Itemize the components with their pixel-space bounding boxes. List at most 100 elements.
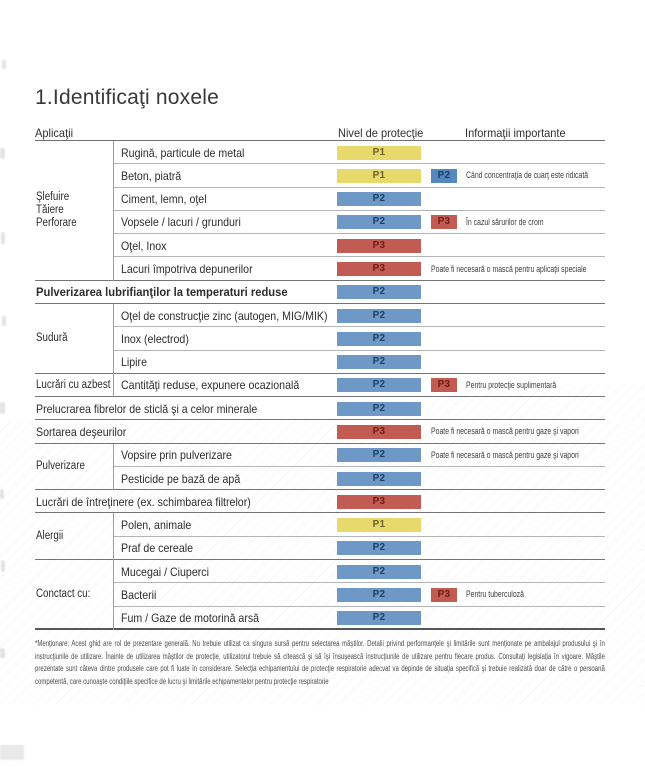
row-note: Când concentraţia de cuarţ este ridicată [466, 170, 589, 182]
protection-badge-p1: P1 [337, 518, 421, 533]
protection-cell: P3 Poate fi necesară o mască pentru gaze … [337, 420, 636, 443]
protection-badge-p3: P3 [431, 587, 457, 602]
protection-badge-p3: P3 [337, 262, 421, 277]
group-divider [113, 373, 114, 398]
row-label: Vopsire prin pulverizare [121, 448, 232, 463]
row-note: Poate fi necesară o mască pentru gaze şi… [431, 426, 579, 438]
scan-artifact [1, 232, 5, 244]
protection-cell: P2 [337, 281, 431, 304]
protection-cell: P3 [337, 234, 431, 257]
table-row: Inox (electrod) P2 [35, 327, 605, 351]
protection-cell: P2 P3 Pentru tuberculoză [337, 583, 547, 606]
footer: *Menţionare: Acest ghid are rol de preze… [35, 637, 645, 687]
row-separator [35, 279, 605, 281]
protection-badge-p2: P2 [337, 355, 421, 370]
page-title: 1.Identificaţi noxele [35, 86, 219, 109]
row-separator [113, 582, 605, 584]
protection-cell: P2 P3 Pentru protecţie suplimentară [337, 374, 591, 397]
group-divider [113, 513, 114, 561]
group-divider [113, 560, 114, 630]
group-divider [113, 141, 114, 281]
scan-artifact [2, 316, 6, 326]
scan-artifact [0, 148, 5, 159]
row-label: Polen, animale [121, 518, 192, 533]
protection-badge-p3: P3 [337, 238, 421, 253]
protection-cell: P2 [337, 304, 431, 327]
group-label: Lucrări cu azbest [36, 378, 111, 391]
protection-badge-p2: P2 [337, 611, 421, 626]
row-label: Rugină, particule de metal [121, 145, 245, 160]
row-separator [35, 559, 605, 561]
table-row: Pesticide pe bază de apă P2 [35, 467, 605, 491]
protection-badge-p2: P2 [337, 215, 421, 230]
scan-artifact [1, 560, 5, 572]
table-row: Fum / Gaze de motorină arsă P2 [35, 607, 605, 630]
row-label: Vopsele / lacuri / grunduri [121, 215, 241, 230]
row-note: Poate fi necesară o mască pentru aplicaţ… [431, 263, 587, 275]
row-separator [113, 605, 605, 607]
footer-disclaimer: *Menţionare: Acest ghid are rol de preze… [35, 638, 605, 686]
row-label: Inox (electrod) [121, 331, 189, 346]
table-row: Oţel de construcţie zinc (autogen, MIG/M… [35, 304, 605, 328]
row-label: Mucegai / Ciuperci [121, 564, 209, 579]
row-label: Pesticide pe bază de apă [121, 471, 241, 486]
protection-cell: P2 [337, 397, 431, 420]
table-row: Polen, animale P1 [35, 513, 605, 537]
protection-badge-p3: P3 [337, 424, 421, 439]
row-label: Cantităţi reduse, expunere ocazională [121, 378, 300, 393]
row-separator [35, 442, 605, 444]
scan-artifact [0, 402, 5, 414]
scan-artifact [0, 745, 24, 760]
row-label: Ciment, lemn, oţel [121, 192, 207, 207]
row-label: Lacuri împotriva depunerilor [121, 262, 253, 277]
protection-cell: P2 [337, 467, 431, 490]
protection-cell: P2 [337, 327, 431, 350]
row-note: Pentru protecţie suplimentară [466, 379, 557, 391]
row-label: Oţel de construcţie zinc (autogen, MIG/M… [121, 308, 328, 323]
protection-badge-p2: P2 [337, 564, 421, 579]
protection-badge-p2: P2 [337, 471, 421, 486]
table-row: Oţel, Inox P3 [35, 234, 605, 258]
protection-cell: P2 P3 În cazul sărurilor de crom [337, 211, 574, 234]
protection-cell: P1 [337, 513, 431, 536]
protection-cell: P1 P2 Când concentraţia de cuarţ este ridi… [337, 164, 636, 187]
row-label: Beton, piatră [121, 168, 182, 183]
row-label: Pulverizarea lubrifianţilor la temperatu… [36, 285, 288, 300]
row-label: Prelucrarea fibrelor de sticlă şi a celo… [36, 401, 258, 416]
protection-cell: P2 Poate fi necesară o mască pentru gaze … [337, 444, 636, 467]
protection-badge-p2: P2 [337, 378, 421, 393]
group-label: Alergii [36, 530, 64, 543]
row-separator [35, 489, 605, 491]
protection-cell: P2 [337, 560, 431, 583]
protection-badge-p1: P1 [337, 145, 421, 160]
group-label: Şlefuire Tăiere Perforare [36, 191, 77, 230]
group-label: Sudură [36, 332, 68, 345]
table-row: Pulverizarea lubrifianţilor la temperatu… [35, 281, 605, 304]
row-separator [35, 372, 605, 374]
protection-badge-p2: P2 [337, 448, 421, 463]
row-label: Lipire [121, 355, 147, 370]
row-separator [35, 627, 605, 630]
table-row: Mucegai / Ciuperci P2 [35, 560, 605, 584]
table-rows: Rugină, particule de metal P1 Beton, piatr… [35, 141, 605, 631]
row-separator [35, 512, 605, 514]
row-separator [113, 186, 605, 188]
row-separator [113, 209, 605, 211]
table-row: Lucrări de întreţinere (ex. schimbarea f… [35, 490, 605, 514]
table-row: Ciment, lemn, oţel P2 [35, 188, 605, 211]
scan-artifact [2, 60, 6, 69]
row-separator [113, 326, 605, 328]
row-separator [113, 349, 605, 351]
row-separator [35, 419, 605, 421]
row-separator [113, 163, 605, 165]
row-label: Lucrări de întreţinere (ex. schimbarea f… [36, 494, 251, 509]
table-row: Vopsele / lacuri / grunduri P2 P3 În cazul … [35, 211, 605, 235]
protection-badge-p2: P2 [337, 285, 421, 300]
protection-badge-p3: P3 [337, 494, 421, 509]
group-divider [113, 443, 114, 491]
protection-badge-p1: P1 [337, 168, 421, 183]
scan-artifact [0, 489, 4, 499]
row-label: Praf de cereale [121, 541, 194, 556]
protection-badge-p3: P3 [431, 215, 457, 230]
